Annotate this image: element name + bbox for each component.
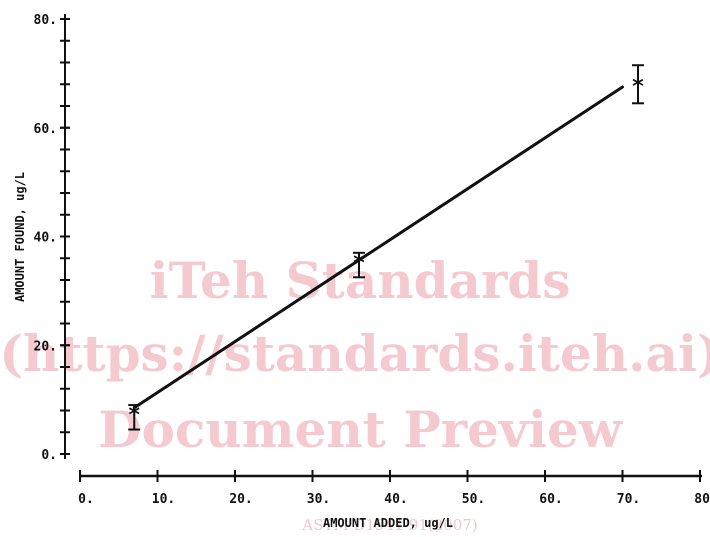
y-tick-label: 40.	[34, 231, 57, 246]
x-tick-label: 60.	[539, 492, 562, 507]
y-tick-label: 20.	[34, 339, 57, 354]
watermark-line-2: (https://standards.iteh.ai)	[0, 324, 710, 383]
watermark-footer: ASTM D1941-91(2007)	[301, 516, 477, 534]
x-tick-label: 70.	[617, 492, 640, 507]
x-axis-title: AMOUNT ADDED, ug/L	[323, 516, 453, 530]
data-point: *	[128, 403, 141, 431]
watermark-line-3: Document Preview	[98, 400, 624, 459]
data-points: * * *	[128, 64, 645, 431]
x-tick-label: 50.	[462, 492, 485, 507]
x-ticks: 0. 10. 20. 30. 40. 50. 60. 70. 80.	[78, 470, 710, 507]
data-point: *	[352, 251, 366, 279]
point-marker: *	[128, 403, 141, 428]
fit-line	[132, 85, 624, 410]
y-tick-label: 0.	[41, 448, 57, 463]
fit-line-group	[132, 85, 624, 410]
y-tick-label: 60.	[34, 122, 57, 137]
point-marker: *	[352, 251, 365, 276]
x-tick-label: 30.	[307, 492, 330, 507]
point-marker: *	[631, 74, 644, 99]
watermark: iTeh Standards (https://standards.iteh.a…	[0, 251, 710, 534]
y-axis-title: AMOUNT FOUND, ug/L	[13, 172, 27, 302]
data-point: *	[631, 64, 645, 105]
x-tick-label: 0.	[78, 492, 94, 507]
x-tick-label: 20.	[229, 492, 252, 507]
x-tick-label: 40.	[384, 492, 407, 507]
x-tick-label: 10.	[152, 492, 175, 507]
y-ticks: 0. 20. 40. 60. 80.	[34, 13, 70, 463]
y-tick-label: 80.	[34, 13, 57, 28]
x-tick-label: 80.	[694, 492, 710, 507]
